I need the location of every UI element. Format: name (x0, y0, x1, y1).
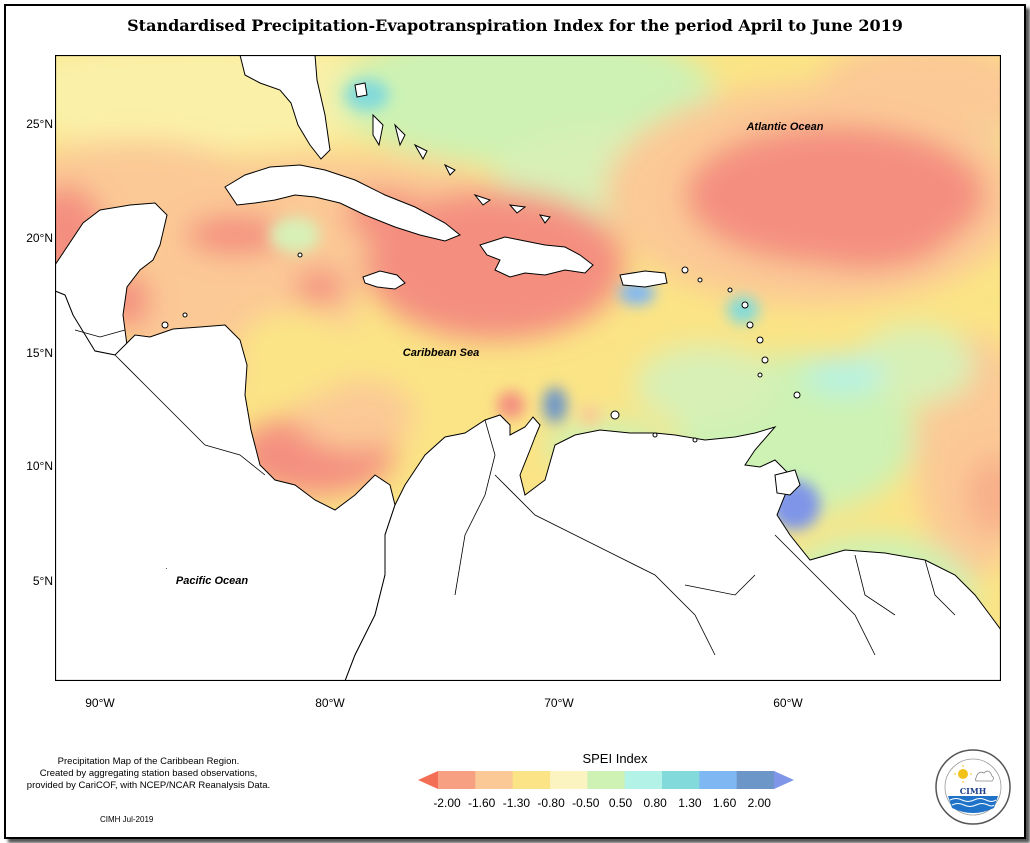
legend-label: 0.80 (643, 796, 667, 810)
legend-label: -0.80 (537, 796, 565, 810)
map-title: Standardised Precipitation-Evapotranspir… (127, 16, 903, 35)
legend-label: -1.60 (468, 796, 496, 810)
legend-label: -0.50 (572, 796, 600, 810)
notes-line-1: Precipitation Map of the Caribbean Regio… (57, 756, 240, 767)
label-caribbean-sea: Caribbean Sea (403, 347, 479, 359)
legend-swatch (736, 771, 775, 789)
lon-tick-70w: 70°W (544, 696, 574, 710)
label-pacific-dot: · (165, 564, 168, 573)
label-atlantic-ocean: Atlantic Ocean (745, 121, 823, 133)
land-masses (55, 55, 1001, 681)
lat-tick-5n: 5°N (32, 574, 53, 588)
land-south-america (344, 414, 1001, 681)
small-islands (161, 82, 801, 443)
legend-colorbar (418, 771, 794, 789)
land-puerto-rico (619, 270, 668, 288)
legend-label: 1.30 (678, 796, 702, 810)
lat-tick-20n: 20°N (26, 231, 53, 245)
lat-tick-10n: 10°N (26, 459, 53, 473)
legend-label: 2.00 (747, 796, 771, 810)
legend-swatch (662, 771, 700, 789)
notes-line-3: provided by CariCOF, with NCEP/NCAR Rean… (26, 780, 271, 791)
legend-swatch (475, 771, 514, 789)
country-borders (74, 329, 956, 656)
legend-label: 0.50 (608, 796, 633, 810)
legend-label: -1.30 (502, 796, 531, 810)
logo-text: CIMH (960, 786, 987, 796)
land-hispaniola (479, 236, 594, 278)
legend-swatch (624, 771, 663, 789)
legend-arrow-high (774, 771, 794, 789)
lon-tick-80w: 80°W (315, 696, 345, 710)
legend-arrow-low (418, 771, 438, 789)
legend-swatch (512, 771, 551, 789)
map-border (55, 55, 1001, 681)
lon-tick-60w: 60°W (773, 696, 803, 710)
map-credit: CIMH Jul-2019 (100, 815, 154, 824)
legend-swatch (438, 771, 476, 789)
lat-tick-25n: 25°N (26, 117, 53, 131)
legend-title: SPEI Index (582, 751, 648, 766)
legend-swatch (587, 771, 626, 789)
land-cuba (224, 164, 461, 242)
map-notes: Precipitation Map of the Caribbean Regio… (6, 756, 291, 792)
spei-map: Atlantic Ocean Caribbean Sea Pacific Oce… (55, 55, 1001, 681)
legend-label: 1.60 (712, 796, 737, 810)
lon-tick-90w: 90°W (85, 696, 115, 710)
land-trinidad (774, 469, 801, 496)
notes-line-2: Created by aggregating station based obs… (39, 768, 258, 779)
legend-swatch (550, 771, 588, 789)
lat-tick-15n: 15°N (26, 346, 53, 360)
legend-swatch (699, 771, 738, 789)
label-pacific-ocean: Pacific Ocean (176, 575, 248, 587)
legend-label: -2.00 (433, 796, 461, 810)
land-jamaica (362, 270, 406, 290)
cimh-logo: CIMH (935, 749, 1011, 825)
land-florida (239, 55, 331, 160)
